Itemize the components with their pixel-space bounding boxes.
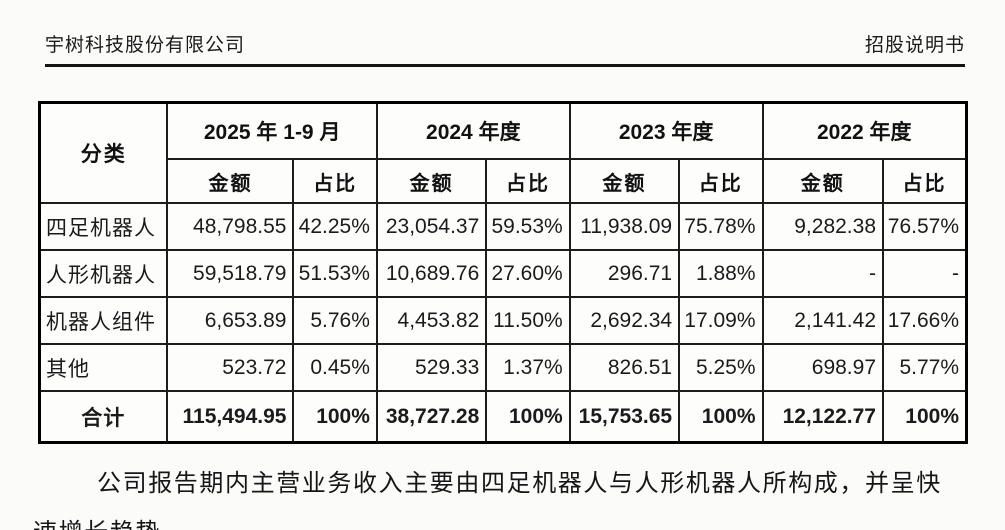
amount-cell: 48,798.55 <box>166 202 295 251</box>
amount-header: 金额 <box>375 158 488 204</box>
share-header: 占比 <box>882 158 968 204</box>
amount-cell: 2,141.42 <box>761 296 884 345</box>
amount-header: 金额 <box>568 158 681 204</box>
document-type-label: 招股说明书 <box>864 35 965 56</box>
share-cell: 17.66% <box>882 296 968 345</box>
share-cell: 5.77% <box>882 343 968 392</box>
amount-cell: 296.71 <box>568 249 681 298</box>
share-cell: 1.37% <box>485 343 571 392</box>
share-cell: 51.53% <box>292 249 378 298</box>
document-page: 宇树科技股份有限公司 招股说明书 分类 2025 年 1-9 月 2024 年度… <box>0 30 1005 530</box>
page-header: 宇树科技股份有限公司 招股说明书 <box>45 30 965 57</box>
amount-cell: 4,453.82 <box>375 296 488 345</box>
row-label: 机器人组件 <box>38 296 169 345</box>
amount-cell: 698.97 <box>761 343 884 392</box>
share-cell: 5.25% <box>678 343 764 392</box>
share-header: 占比 <box>292 158 378 204</box>
amount-cell: 12,122.77 <box>761 390 884 444</box>
amount-cell: 2,692.34 <box>568 296 681 345</box>
share-cell: 100% <box>882 390 968 444</box>
share-cell: 1.88% <box>678 249 764 298</box>
amount-cell: 10,689.76 <box>375 249 488 298</box>
share-cell: 42.25% <box>292 202 378 251</box>
amount-cell: 15,753.65 <box>568 390 681 444</box>
share-cell: 75.78% <box>678 202 764 251</box>
amount-cell: 523.72 <box>166 343 295 392</box>
share-cell: 100% <box>678 390 764 444</box>
share-cell: 17.09% <box>678 296 764 345</box>
share-cell: 100% <box>292 390 378 444</box>
period-header-2022: 2022 年度 <box>761 101 968 160</box>
company-name: 宇树科技股份有限公司 <box>45 35 246 56</box>
amount-cell: 529.33 <box>375 343 488 392</box>
amount-cell: 38,727.28 <box>375 390 488 444</box>
amount-cell: 115,494.95 <box>166 390 295 444</box>
table-row-total: 合计 115,494.95 100% 38,727.28 100% 15,753… <box>38 390 968 444</box>
amount-cell: 11,938.09 <box>568 202 681 251</box>
table-row-other: 其他 523.72 0.45% 529.33 1.37% 826.51 5.25… <box>38 343 968 392</box>
period-header-2023: 2023 年度 <box>568 101 764 160</box>
header-rule <box>45 64 965 67</box>
amount-header: 金额 <box>166 158 295 204</box>
table-row-components: 机器人组件 6,653.89 5.76% 4,453.82 11.50% 2,6… <box>38 296 968 345</box>
row-label: 其他 <box>38 343 169 392</box>
row-label: 四足机器人 <box>38 202 169 251</box>
share-header: 占比 <box>485 158 571 204</box>
amount-header: 金额 <box>761 158 884 204</box>
total-label: 合计 <box>38 390 169 444</box>
table-header-measures: 金额 占比 金额 占比 金额 占比 金额 占比 <box>40 158 968 204</box>
period-header-2024: 2024 年度 <box>375 101 571 160</box>
table-header-periods: 分类 2025 年 1-9 月 2024 年度 2023 年度 2022 年度 <box>38 101 968 204</box>
share-cell: 59.53% <box>485 202 571 251</box>
row-label: 人形机器人 <box>38 249 169 298</box>
share-cell: 27.60% <box>485 249 571 298</box>
amount-cell: - <box>761 249 884 298</box>
table-row-humanoid: 人形机器人 59,518.79 51.53% 10,689.76 27.60% … <box>38 249 968 298</box>
share-cell: 76.57% <box>882 202 968 251</box>
share-cell: 11.50% <box>485 296 571 345</box>
share-header: 占比 <box>678 158 764 204</box>
share-cell: - <box>882 249 968 298</box>
amount-cell: 9,282.38 <box>761 202 884 251</box>
commentary-paragraph: 公司报告期内主营业务收入主要由四足机器人与人形机器人所构成，并呈快速增长趋势。 <box>33 471 942 530</box>
revenue-table-container: 分类 2025 年 1-9 月 2024 年度 2023 年度 2022 年度 … <box>38 101 968 444</box>
share-cell: 5.76% <box>292 296 378 345</box>
amount-cell: 826.51 <box>568 343 681 392</box>
share-cell: 100% <box>485 390 571 444</box>
share-cell: 0.45% <box>292 343 378 392</box>
table-row-quadruped: 四足机器人 48,798.55 42.25% 23,054.37 59.53% … <box>38 202 968 251</box>
period-header-2025: 2025 年 1-9 月 <box>166 101 378 160</box>
amount-cell: 59,518.79 <box>166 249 295 298</box>
revenue-breakdown-table: 分类 2025 年 1-9 月 2024 年度 2023 年度 2022 年度 … <box>38 101 968 444</box>
amount-cell: 6,653.89 <box>166 296 295 345</box>
category-column-header: 分类 <box>38 101 169 204</box>
amount-cell: 23,054.37 <box>375 202 488 251</box>
